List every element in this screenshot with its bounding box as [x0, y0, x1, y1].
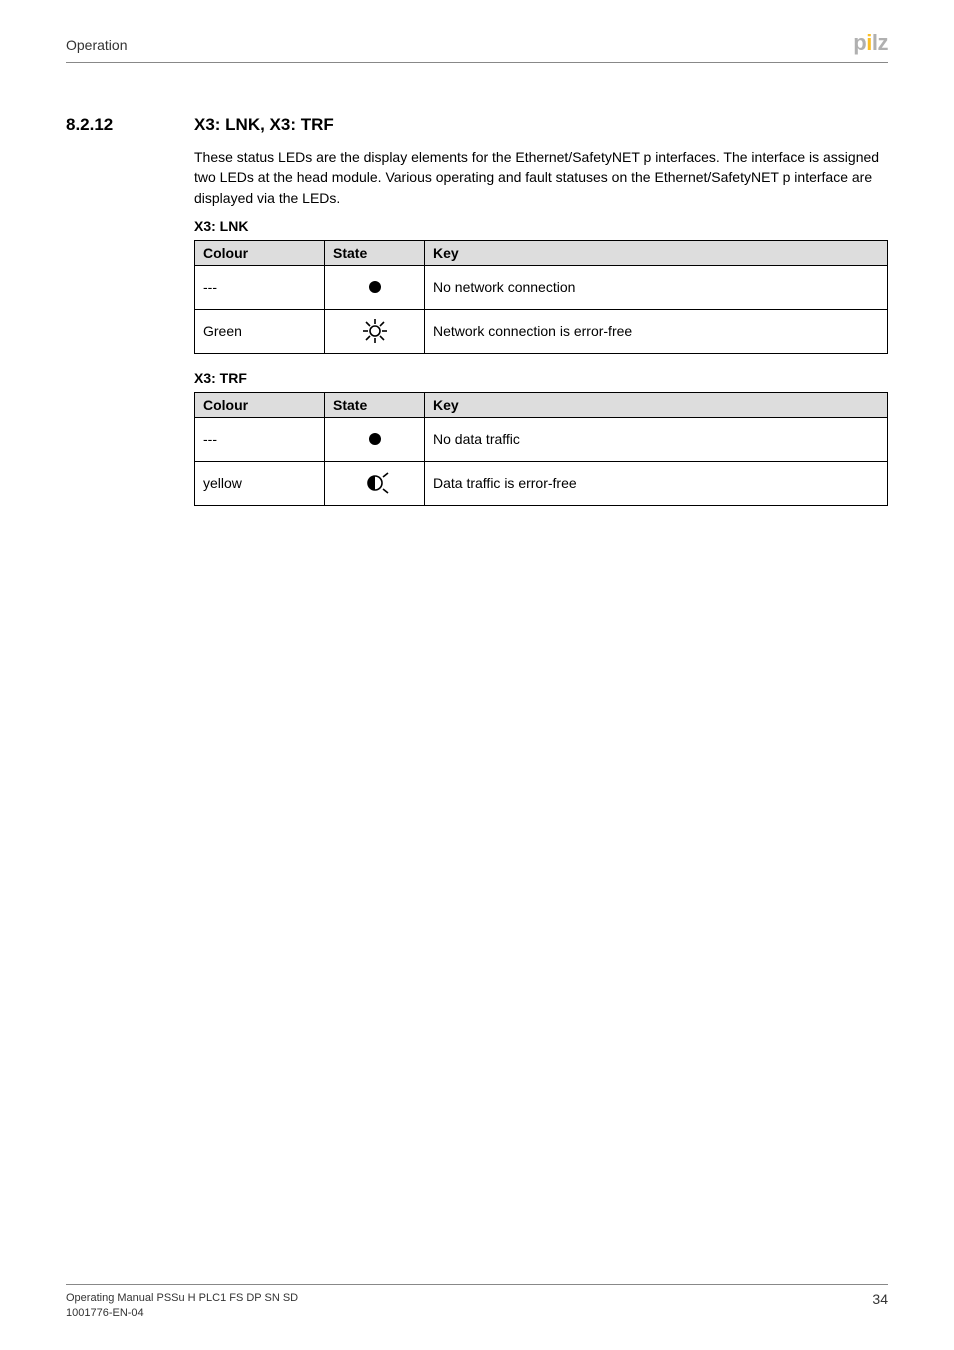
header-section-label: Operation [66, 37, 127, 53]
footer-page-number: 34 [872, 1291, 888, 1307]
pilz-logo: pilz [853, 30, 888, 56]
footer-left: Operating Manual PSSu H PLC1 FS DP SN SD… [66, 1291, 298, 1320]
cell-colour: --- [195, 265, 325, 309]
content-area: 8.2.12 X3: LNK, X3: TRF These status LED… [66, 115, 888, 522]
logo-part-2: lz [872, 30, 888, 55]
table-row: yellow Data traffic is error-free [195, 461, 888, 505]
page-footer: Operating Manual PSSu H PLC1 FS DP SN SD… [66, 1284, 888, 1320]
section-paragraph: These status LEDs are the display elemen… [194, 147, 888, 208]
cell-state [325, 417, 425, 461]
th-colour: Colour [195, 392, 325, 417]
cell-key: Data traffic is error-free [425, 461, 888, 505]
led-off-icon [355, 272, 395, 302]
table-header-row: Colour State Key [195, 240, 888, 265]
cell-key: No data traffic [425, 417, 888, 461]
section-heading-row: 8.2.12 X3: LNK, X3: TRF [66, 115, 888, 135]
table-header-row: Colour State Key [195, 392, 888, 417]
th-colour: Colour [195, 240, 325, 265]
cell-state [325, 309, 425, 353]
led-off-icon [355, 424, 395, 454]
page-header: Operation pilz [66, 30, 888, 63]
cell-key: No network connection [425, 265, 888, 309]
table-trf: Colour State Key --- No data traf [194, 392, 888, 506]
th-state: State [325, 240, 425, 265]
table-lnk: Colour State Key --- No network c [194, 240, 888, 354]
cell-colour: --- [195, 417, 325, 461]
table-trf-title: X3: TRF [194, 370, 888, 386]
table-lnk-title: X3: LNK [194, 218, 888, 234]
led-blink-icon [355, 468, 395, 498]
cell-state [325, 461, 425, 505]
table-row: --- No network connection [195, 265, 888, 309]
footer-doc-title: Operating Manual PSSu H PLC1 FS DP SN SD [66, 1291, 298, 1305]
table-row: Green [195, 309, 888, 353]
section-title: X3: LNK, X3: TRF [194, 115, 334, 135]
th-key: Key [425, 392, 888, 417]
cell-state [325, 265, 425, 309]
section-number: 8.2.12 [66, 115, 194, 135]
th-key: Key [425, 240, 888, 265]
page: Operation pilz 8.2.12 X3: LNK, X3: TRF T… [0, 0, 954, 1350]
cell-colour: yellow [195, 461, 325, 505]
logo-part-1: p [853, 30, 866, 55]
table-row: --- No data traffic [195, 417, 888, 461]
cell-colour: Green [195, 309, 325, 353]
footer-doc-id: 1001776-EN-04 [66, 1306, 298, 1320]
led-on-icon [355, 316, 395, 346]
th-state: State [325, 392, 425, 417]
cell-key: Network connection is error-free [425, 309, 888, 353]
